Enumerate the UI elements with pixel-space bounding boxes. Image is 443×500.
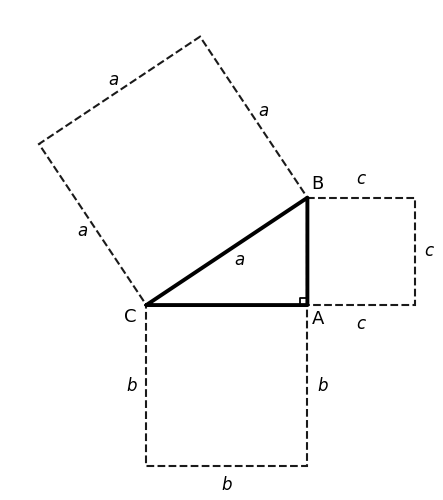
- Text: c: c: [357, 170, 365, 188]
- Text: b: b: [126, 376, 137, 394]
- Text: c: c: [357, 314, 365, 332]
- Text: a: a: [258, 102, 268, 119]
- Text: c: c: [424, 242, 434, 260]
- Text: C: C: [124, 308, 137, 326]
- Text: a: a: [78, 222, 88, 240]
- Text: b: b: [222, 476, 232, 494]
- Text: a: a: [234, 250, 245, 268]
- Text: b: b: [317, 376, 327, 394]
- Text: a: a: [108, 72, 118, 90]
- Text: A: A: [312, 310, 324, 328]
- Text: B: B: [312, 176, 324, 194]
